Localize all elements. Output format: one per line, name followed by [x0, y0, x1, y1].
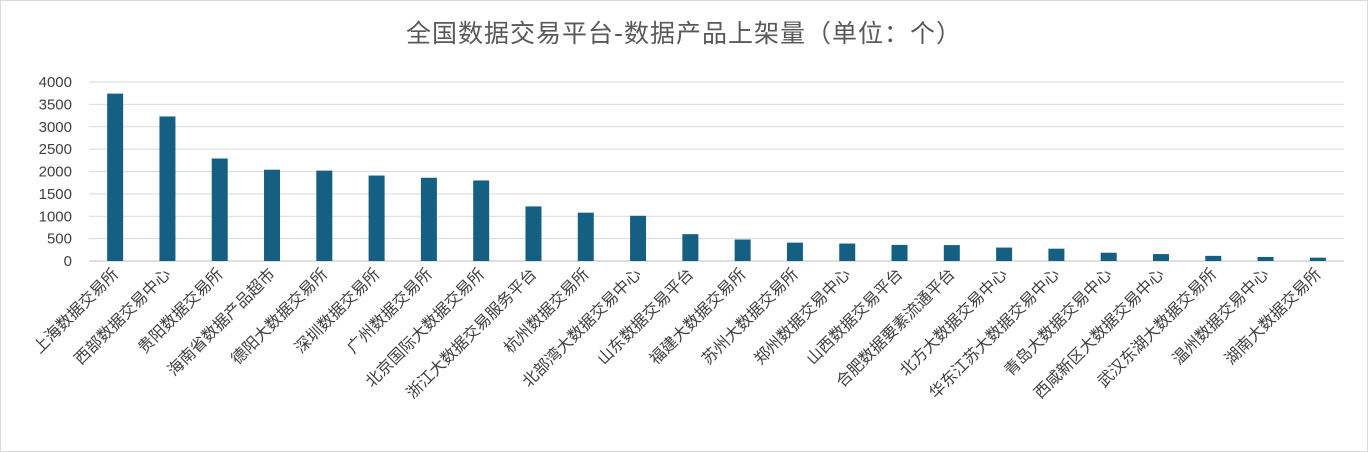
x-category-label: 西部数据交易中心 [70, 264, 174, 368]
x-category-label: 德阳大数据交易所 [227, 264, 331, 368]
bar [839, 243, 856, 261]
y-tick-label: 1000 [39, 208, 72, 225]
bar [1205, 255, 1222, 261]
gridlines [89, 81, 1344, 262]
bar [1309, 257, 1326, 261]
bar [1048, 248, 1065, 261]
bar [211, 158, 228, 261]
bars [107, 93, 1326, 262]
bar [891, 244, 908, 261]
bar [786, 242, 803, 261]
bar [1100, 252, 1117, 261]
y-tick-label: 500 [47, 231, 72, 248]
y-axis-ticks: 0 500 1000 1500 2000 2500 3000 3500 4000 [39, 74, 72, 270]
bar [473, 180, 490, 261]
x-axis-labels: 上海数据交易所西部数据交易中心贵阳数据交易所海南省数据产品超市德阳大数据交易所深… [29, 264, 1324, 402]
bar [630, 215, 647, 261]
bar [1152, 254, 1169, 261]
bar [159, 116, 176, 262]
bar [107, 93, 124, 261]
x-category-label: 郑州数据交易中心 [750, 264, 854, 368]
y-tick-label: 4000 [39, 74, 72, 91]
y-tick-label: 3500 [39, 96, 72, 113]
x-category-label: 温州数据交易中心 [1168, 264, 1272, 368]
x-category-label: 福建大数据交易所 [646, 264, 750, 368]
x-category-label: 湖南大数据交易所 [1221, 264, 1325, 368]
bar [577, 212, 594, 261]
y-tick-label: 3000 [39, 119, 72, 136]
bar [264, 169, 281, 261]
bar [682, 234, 699, 261]
bar [420, 177, 437, 261]
y-tick-label: 1500 [39, 186, 72, 203]
bar [943, 245, 960, 261]
bar [996, 247, 1013, 261]
bar [1257, 256, 1274, 261]
x-category-label: 苏州大数据交易所 [698, 264, 802, 368]
x-category-label: 山东数据交易平台 [593, 264, 697, 368]
bar [368, 175, 385, 261]
y-tick-label: 2000 [39, 164, 72, 181]
x-category-label: 山西数据交易平台 [802, 264, 906, 368]
y-tick-label: 2500 [39, 141, 72, 158]
chart-title: 全国数据交易平台-数据产品上架量（单位：个） [405, 19, 963, 48]
bar [316, 170, 333, 261]
y-tick-label: 0 [64, 253, 72, 270]
bar [525, 206, 542, 261]
bar [734, 239, 751, 261]
